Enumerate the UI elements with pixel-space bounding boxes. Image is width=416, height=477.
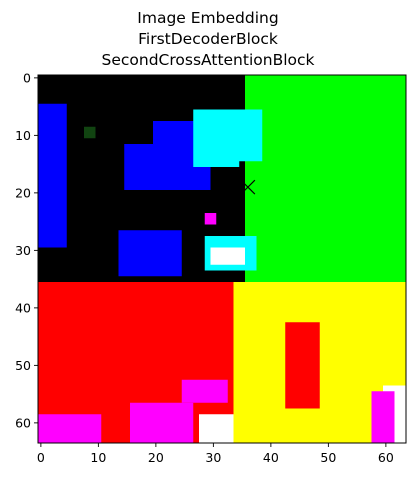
- x-tick-label: 0: [37, 450, 45, 465]
- chart-title-line-1: Image Embedding: [137, 9, 279, 27]
- y-axis: 0 10 20 30 40 50 60: [15, 70, 38, 430]
- heatmap-region-12: [204, 213, 217, 225]
- y-tick-label: 50: [15, 358, 31, 373]
- y-tick-label: 60: [15, 415, 31, 430]
- heatmap-cells: [38, 75, 406, 443]
- heatmap-region-1: [245, 75, 406, 282]
- heatmap-region-11: [210, 247, 245, 265]
- heatmap-region-9: [222, 109, 263, 162]
- x-marker: [240, 179, 256, 195]
- x-tick-label: 40: [263, 450, 279, 465]
- heatmap-region-18: [285, 322, 320, 409]
- x-tick-label: 50: [320, 450, 336, 465]
- axes-frame: [37, 74, 407, 444]
- x-tick-label: 10: [90, 450, 106, 465]
- heatmap-region-17: [199, 414, 234, 443]
- heatmap-region-15: [130, 402, 194, 443]
- y-tick-label: 40: [15, 300, 31, 315]
- heatmap-region-20: [371, 391, 395, 443]
- y-tick-label: 0: [23, 70, 31, 85]
- heatmap-region-4: [38, 103, 67, 248]
- heatmap-region-14: [38, 414, 102, 443]
- x-tick-label: 30: [205, 450, 221, 465]
- y-tick-label: 10: [15, 128, 31, 143]
- y-tick-label: 20: [15, 185, 31, 200]
- heatmap-region-7: [118, 230, 182, 277]
- heatmap-region-13: [84, 126, 96, 139]
- heatmap-region-16: [181, 379, 228, 403]
- x-tick-label: 60: [378, 450, 394, 465]
- chart-title-line-2: FirstDecoderBlock: [138, 30, 278, 48]
- marker-layer: [240, 179, 256, 195]
- x-tick-label: 20: [148, 450, 164, 465]
- chart-title-line-3: SecondCrossAttentionBlock: [101, 51, 315, 69]
- y-tick-label: 30: [15, 243, 31, 258]
- x-axis: 0 10 20 30 40 50 60: [37, 443, 394, 465]
